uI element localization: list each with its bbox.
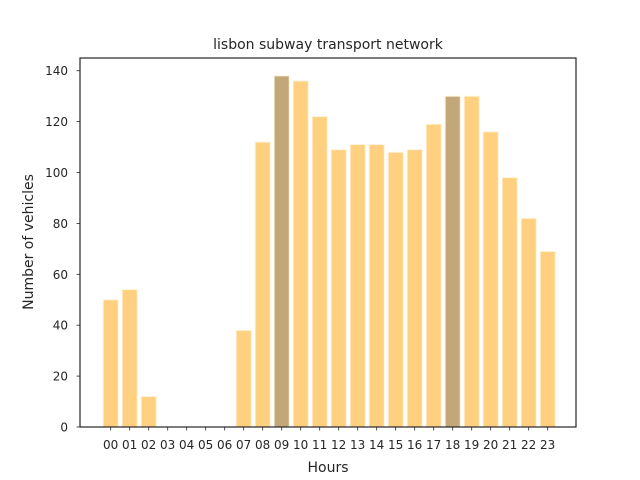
bar-19: [463, 95, 480, 428]
bars-group: [102, 75, 556, 428]
y-tick-label-140: 140: [45, 64, 68, 78]
x-tick-label-08: 08: [255, 438, 270, 452]
x-tick-label-10: 10: [293, 438, 308, 452]
bar-01: [121, 289, 138, 428]
x-tick-label-07: 07: [236, 438, 251, 452]
y-tick-label-40: 40: [53, 319, 68, 333]
y-tick-label-80: 80: [53, 217, 68, 231]
x-tick-label-16: 16: [407, 438, 422, 452]
x-tick-label-00: 00: [103, 438, 118, 452]
x-tick-label-19: 19: [464, 438, 479, 452]
y-tick-label-120: 120: [45, 115, 68, 129]
bar-22: [520, 217, 537, 428]
y-tick-label-0: 0: [60, 421, 68, 435]
bar-23: [539, 250, 556, 428]
x-tick-label-01: 01: [122, 438, 137, 452]
bar-11: [311, 116, 328, 428]
y-tick-label-100: 100: [45, 166, 68, 180]
x-tick-label-09: 09: [274, 438, 289, 452]
bar-16: [406, 149, 423, 428]
bar-09: [273, 75, 290, 428]
x-tick-label-21: 21: [502, 438, 517, 452]
bar-10: [292, 80, 309, 428]
x-tick-label-04: 04: [179, 438, 194, 452]
x-tick-label-11: 11: [312, 438, 327, 452]
x-axis-label: Hours: [307, 460, 348, 476]
x-tick-label-23: 23: [540, 438, 555, 452]
x-axis-ticks: 00 01 02 03 04 05 06 07 08 09 10 11 12 13 14 15 16 17 18 19…: [103, 427, 555, 452]
chart-title: lisbon subway transport network: [213, 37, 444, 53]
bar-18: [444, 95, 461, 428]
x-tick-label-13: 13: [350, 438, 365, 452]
bar-08: [254, 141, 271, 428]
x-tick-label-20: 20: [483, 438, 498, 452]
x-tick-label-03: 03: [160, 438, 175, 452]
bar-02: [140, 395, 157, 428]
bar-00: [102, 299, 119, 428]
plot-frame: [79, 57, 577, 428]
x-tick-label-14: 14: [369, 438, 384, 452]
x-tick-label-05: 05: [198, 438, 213, 452]
bar-07: [235, 329, 252, 428]
bar-17: [425, 123, 442, 428]
x-tick-label-22: 22: [521, 438, 536, 452]
y-tick-label-20: 20: [53, 370, 68, 384]
bar-12: [330, 149, 347, 428]
y-axis-ticks: 0 20 40 60 80 100 120 140: [45, 64, 80, 435]
x-tick-label-02: 02: [141, 438, 156, 452]
bar-20: [482, 131, 499, 428]
bar-14: [368, 144, 385, 428]
x-tick-label-06: 06: [217, 438, 232, 452]
y-tick-label-60: 60: [53, 268, 68, 282]
x-tick-label-17: 17: [426, 438, 441, 452]
x-tick-label-12: 12: [331, 438, 346, 452]
bar-13: [349, 144, 366, 428]
y-axis-label: Number of vehicles: [21, 174, 37, 310]
x-tick-label-15: 15: [388, 438, 403, 452]
x-tick-label-18: 18: [445, 438, 460, 452]
bar-15: [387, 151, 404, 428]
bar-21: [501, 177, 518, 428]
